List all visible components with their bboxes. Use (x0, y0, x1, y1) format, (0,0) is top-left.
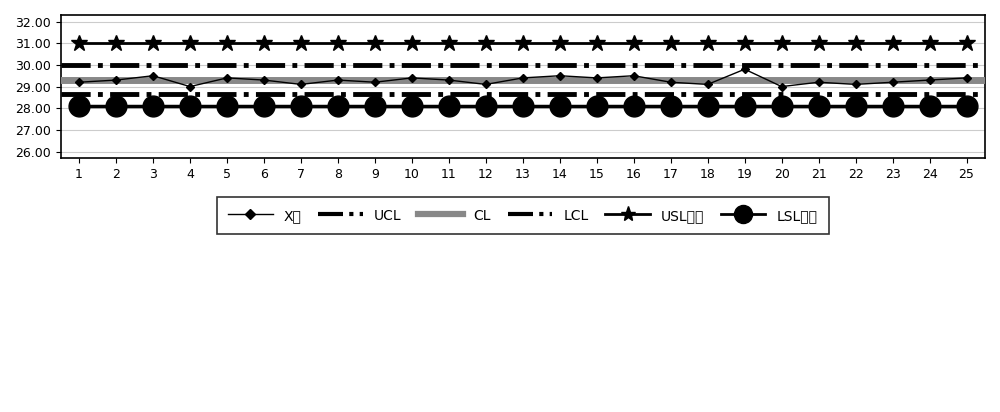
Legend: X値, UCL, CL, LCL, USL规格, LSL规格: X値, UCL, CL, LCL, USL规格, LSL规格 (217, 197, 829, 234)
